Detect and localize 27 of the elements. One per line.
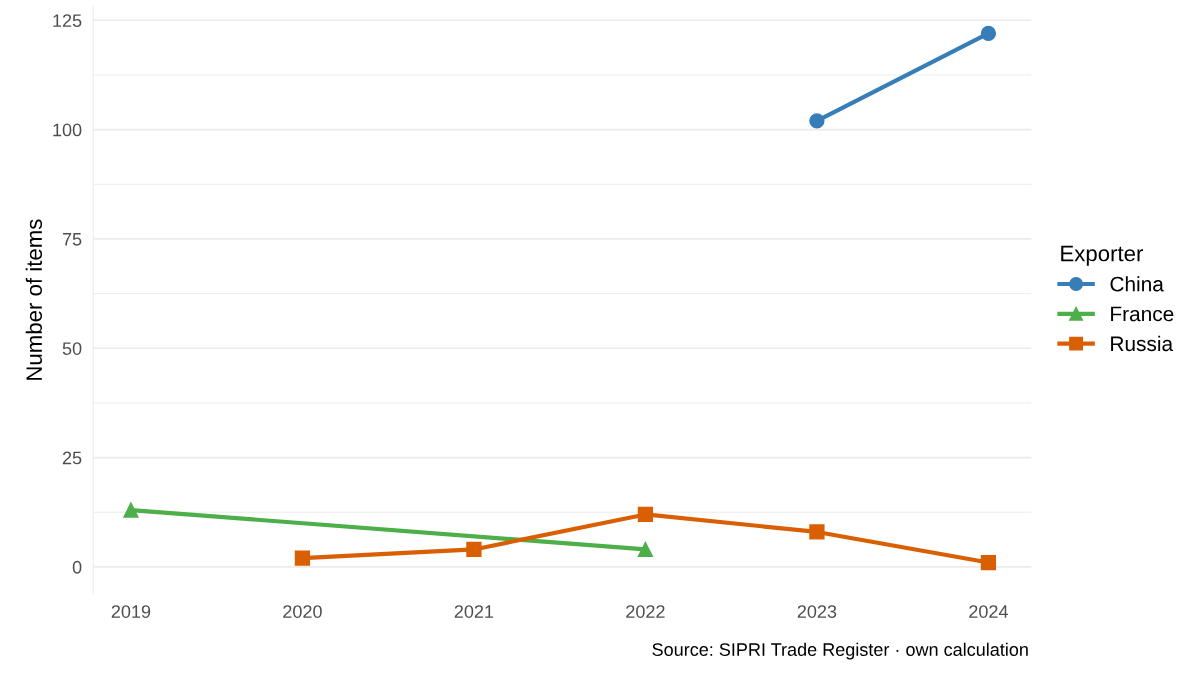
x-tick-label: 2022 [626,605,665,618]
y-tick-label: 25 [62,451,82,465]
y-tick-label: 50 [62,342,82,355]
point [637,541,654,558]
y-axis-title: Number of items [25,219,43,380]
x-tick-label: 2024 [969,605,1008,618]
y-tick-label: 75 [62,233,82,246]
point [980,25,997,42]
point [980,554,997,571]
legend-label: China [1110,276,1164,292]
legend-title: Exporter [1061,245,1144,266]
point [294,550,311,566]
x-tick-label: 2023 [797,605,837,618]
legend-label: France [1111,306,1174,322]
point [123,502,139,518]
x-tick-label: 2019 [111,605,151,618]
point [809,113,825,129]
point [637,506,654,523]
point [809,524,825,540]
y-tick-label: 0 [72,560,82,574]
y-tick-label: 100 [53,123,82,137]
y-tick-label: 125 [53,14,82,28]
legend-label: Russia [1111,335,1174,352]
x-tick-label: 2021 [454,605,494,618]
source-note: Source: SIPRI Trade Register · own calculation [652,642,1028,660]
x-tick-label: 2020 [283,605,322,618]
point [466,541,482,558]
